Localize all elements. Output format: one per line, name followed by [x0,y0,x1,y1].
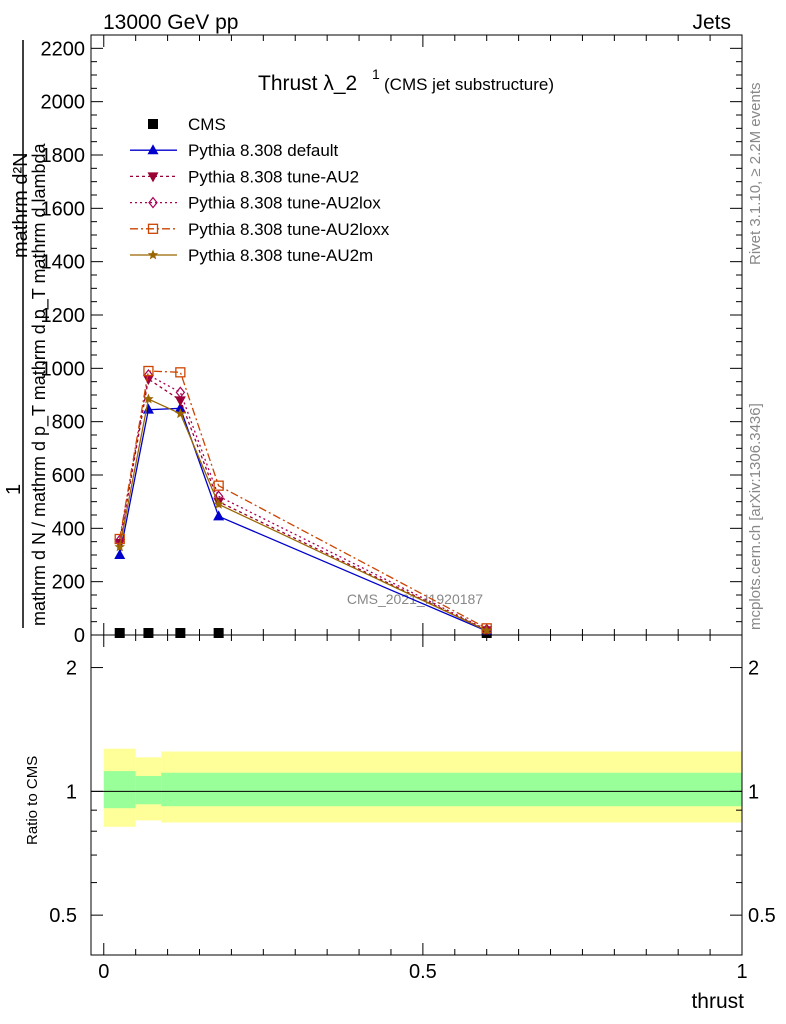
mcplots-reference-label: mcplots.cern.ch [arXiv:1306.3436] [747,403,764,630]
legend: CMS Pythia 8.308 default Pythia 8.308 tune… [130,115,390,265]
header-right: Jets [692,11,731,34]
x-tick-label: 0.5 [409,961,437,983]
data-point [175,408,186,419]
y-tick-label: 1800 [41,145,86,167]
legend-marker [147,144,159,155]
ratio-y-tick-label: 2 [66,658,77,680]
legend-label: Pythia 8.308 tune-AU2m [188,246,373,265]
main-y-axis-label: mathrm d²N 1 mathrm d N / mathrm d p_T m… [3,40,50,628]
data-point [114,541,125,552]
data-point [114,628,125,638]
y-tick-label: 2000 [41,92,86,114]
chart-title-main: Thrust λ_2 [258,72,357,95]
header-left: 13000 GeV pp [103,11,238,34]
data-point [213,510,225,521]
ratio-y-tick-label-right: 2 [748,658,759,680]
ratio-y-tick-label: 0.5 [49,905,77,927]
legend-label: Pythia 8.308 tune-AU2lox [188,194,381,213]
data-point [143,365,154,377]
y-tick-label: 1200 [41,305,86,327]
y-tick-label: 800 [52,412,85,434]
data-point [175,628,186,638]
y-axis-label-denominator: mathrm d N / mathrm d p_T mathrm d p_T m… [29,143,50,626]
ratio-inner-band [135,775,162,805]
data-point [142,403,154,414]
legend-marker [147,249,159,260]
legend-label: CMS [188,115,226,134]
x-axis-label: thrust [691,990,744,1013]
legend-label: Pythia 8.308 default [188,141,339,160]
y-tick-label: 600 [52,465,85,487]
legend-marker [147,172,159,183]
legend-entry: CMS [148,115,226,134]
x-tick-label: 0 [98,961,109,983]
ratio-inner-band [161,772,743,807]
ratio-plot-panel: 0.5 0.5 1 1 2 2 0 0.5 1 Ratio to CMS thrust [24,634,776,1013]
ratio-plot-frame [90,634,743,956]
x-tick-label: 1 [736,961,747,983]
ratio-y-tick-label-right: 1 [748,781,759,803]
main-plot-panel: 0 200 400 600 800 1000 1200 1400 1600 1800 2000 220… [3,34,743,647]
data-point [114,549,126,559]
y-tick-label: 0 [74,625,85,647]
chart-title: Thrust λ_2 [258,72,357,95]
chart-watermark: CMS_2021_I1920187 [347,591,483,607]
y-tick-label: 1600 [41,198,86,220]
legend-entry: Pythia 8.308 tune-AU2loxx [130,220,390,239]
series-line [119,370,488,629]
y-axis-label-top: mathrm d²N [10,152,32,258]
rivet-version-label: Rivet 3.1.10, ≥ 2.2M events [747,83,764,266]
legend-entry: Pythia 8.308 tune-AU2lox [130,194,381,213]
data-point [175,386,186,399]
legend-entry: Pythia 8.308 tune-AU2m [130,246,373,265]
chart-title-superscript: 1 [372,66,380,82]
data-point [213,498,224,509]
data-point [175,367,186,378]
legend-entry: Pythia 8.308 tune-AU2 [130,167,359,186]
y-tick-label: 400 [52,518,85,540]
data-point [143,393,154,404]
y-tick-label: 1000 [41,358,86,380]
ratio-y-axis-label: Ratio to CMS [24,756,41,845]
chart-title-subtitle: (CMS jet substructure) [384,75,554,94]
y-tick-label: 2200 [41,38,86,60]
series-cms [114,628,492,638]
legend-marker [148,119,158,129]
ratio-y-tick-label-right: 0.5 [748,905,776,927]
ratio-y-tick-label: 1 [66,781,77,803]
y-axis-label-numerator: 1 [3,484,25,495]
legend-marker [148,196,158,209]
legend-entry: Pythia 8.308 default [130,141,339,160]
legend-label: Pythia 8.308 tune-AU2loxx [188,220,390,239]
data-point [481,625,492,635]
data-point [213,480,224,491]
data-point [143,369,154,381]
legend-marker [147,223,159,234]
series-pythia-5 [114,393,492,635]
ratio-inner-band [103,771,136,809]
data-point [213,628,224,638]
data-point [143,628,154,638]
y-tick-label: 1400 [41,252,86,274]
legend-label: Pythia 8.308 tune-AU2 [188,167,359,186]
series-line [119,373,487,631]
data-point [174,402,186,413]
y-tick-label: 200 [52,572,85,594]
